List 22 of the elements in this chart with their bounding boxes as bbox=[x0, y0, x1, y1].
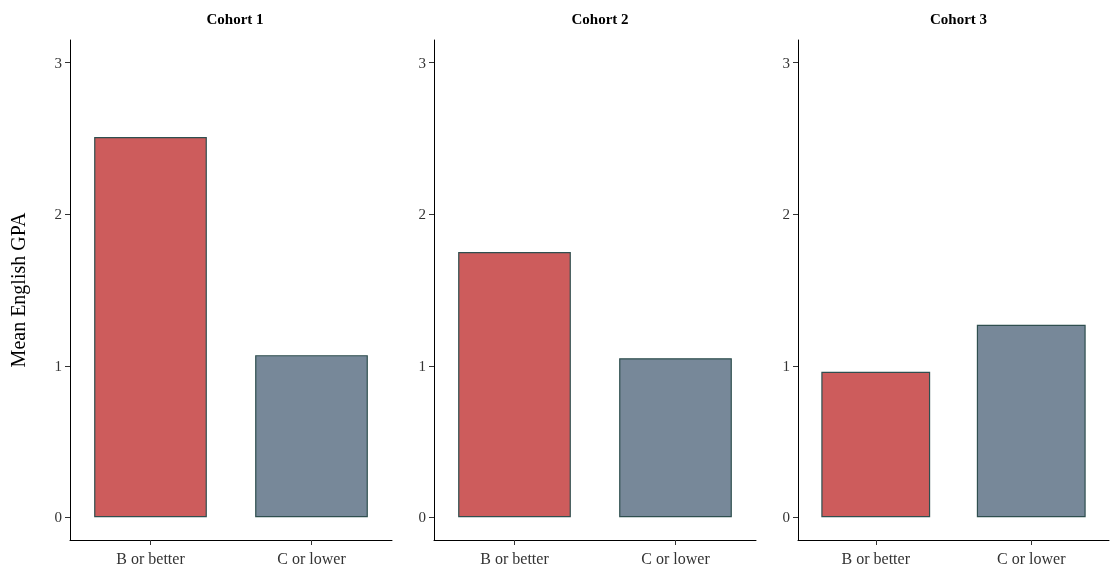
x-tick-label: B or better bbox=[116, 549, 186, 567]
y-tick-label: 2 bbox=[418, 206, 426, 223]
y-tick-label: 2 bbox=[782, 206, 790, 223]
y-tick-label: 0 bbox=[54, 509, 62, 526]
y-tick-label: 0 bbox=[782, 509, 790, 526]
chart-title: Cohort 2 bbox=[571, 10, 629, 27]
y-tick-label: 1 bbox=[54, 357, 62, 374]
y-tick-label: 1 bbox=[418, 357, 426, 374]
x-tick-label: C or lower bbox=[641, 549, 711, 567]
x-tick-label: C or lower bbox=[277, 549, 347, 567]
y-tick-label: 1 bbox=[782, 357, 790, 374]
x-tick-label: B or better bbox=[841, 549, 911, 567]
y-tick-label: 0 bbox=[418, 509, 426, 526]
y-axis-title: Mean English GPA bbox=[7, 212, 30, 368]
y-tick-label: 2 bbox=[54, 206, 62, 223]
y-tick-label: 3 bbox=[782, 54, 790, 71]
chart-title: Cohort 1 bbox=[206, 10, 264, 27]
x-tick-label: B or better bbox=[480, 549, 550, 567]
y-tick-label: 3 bbox=[54, 54, 62, 71]
chart-title: Cohort 3 bbox=[929, 10, 988, 27]
x-tick-label: C or lower bbox=[997, 549, 1067, 567]
y-tick-label: 3 bbox=[418, 54, 426, 71]
